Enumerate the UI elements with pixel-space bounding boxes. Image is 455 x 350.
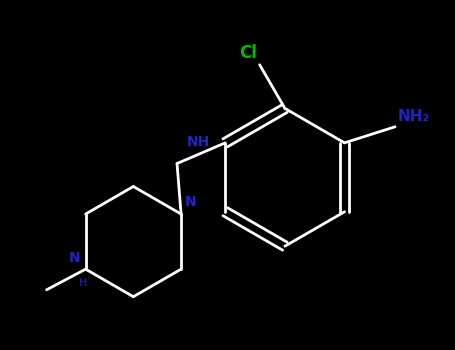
- Text: N: N: [185, 195, 197, 209]
- Text: NH: NH: [187, 135, 211, 149]
- Text: Cl: Cl: [239, 44, 258, 63]
- Text: NH₂: NH₂: [397, 110, 430, 125]
- Text: N: N: [69, 251, 80, 265]
- Text: H: H: [79, 278, 87, 288]
